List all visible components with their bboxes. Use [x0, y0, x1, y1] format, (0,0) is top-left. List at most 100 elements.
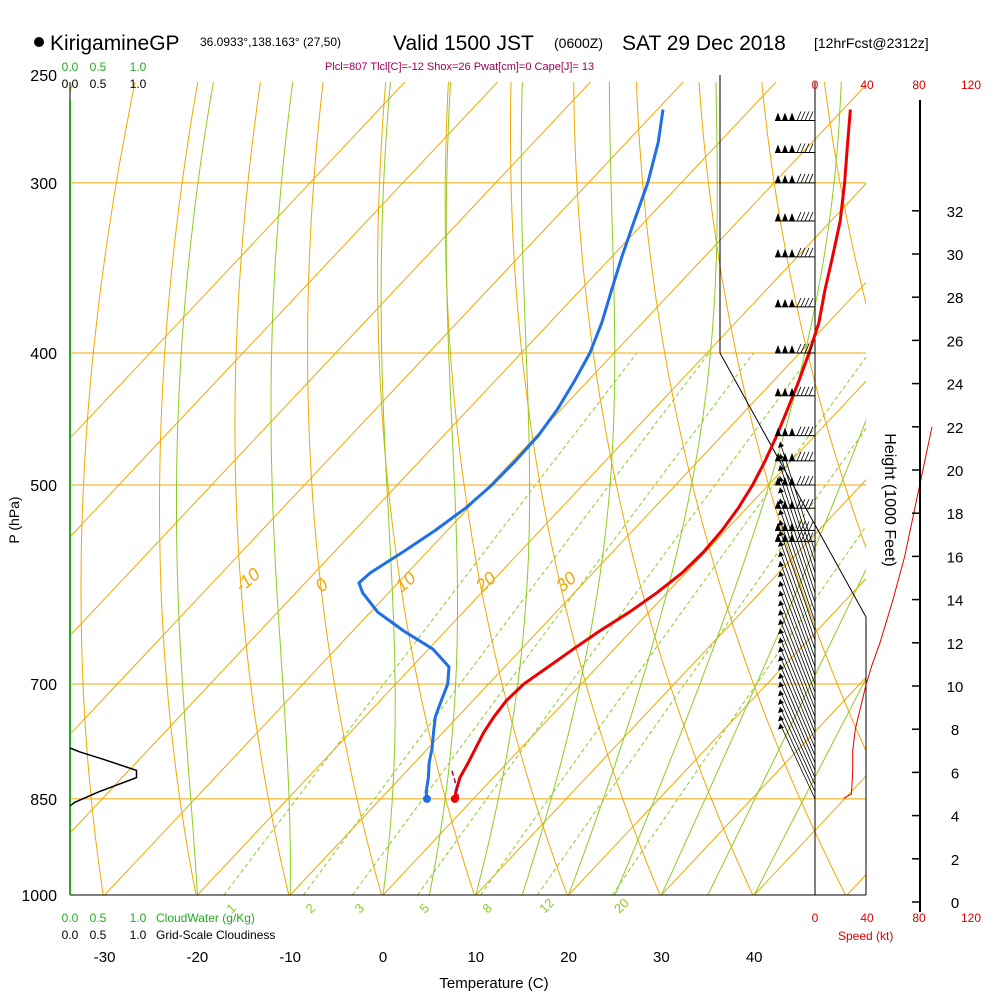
- wind-barb-flag: [775, 452, 781, 461]
- wind-barb-staff: [779, 655, 816, 741]
- mixing-ratio-label: 2: [302, 900, 318, 916]
- cloudiness-label: Grid-Scale Cloudiness: [156, 928, 275, 942]
- cloudiness-tick-label-top: 0.0: [62, 77, 79, 91]
- valid-date: SAT 29 Dec 2018: [622, 32, 786, 55]
- wind-barb-flag: [789, 427, 795, 436]
- wind-barb-feather: [808, 521, 814, 531]
- pressure-tick-label: 400: [30, 346, 57, 363]
- pressure-tick-label: 850: [30, 792, 57, 809]
- wind-barb-feather: [796, 451, 802, 462]
- forecast-info: [12hrFcst@2312z]: [814, 35, 929, 51]
- dry-adiabat-label: 20: [471, 568, 500, 597]
- wind-barb-flag: [782, 345, 788, 354]
- temperature-tick-label: 10: [467, 949, 484, 966]
- wind-barb: [778, 609, 816, 701]
- wind-barb-flag: [782, 452, 788, 461]
- wind-barb-feather: [808, 173, 814, 184]
- moist-adiabat: [753, 677, 866, 895]
- moist-adiabat: [380, 82, 396, 895]
- wind-barb-flag: [778, 487, 784, 494]
- height-tick-label: 22: [947, 420, 964, 437]
- wind-barb-feather: [808, 143, 814, 153]
- wind-barb-staff: [779, 637, 816, 725]
- wind-barb-flag: [782, 533, 788, 542]
- dry-adiabat: [635, 82, 847, 895]
- wind-barb-feather: [796, 386, 802, 396]
- dry-adiabat-label: 0: [311, 574, 332, 596]
- wind-barb-flag: [778, 715, 784, 722]
- series-line-dewpoint: [357, 109, 665, 800]
- wind-barb-flag: [778, 561, 784, 568]
- dry-adiabat-label: 10: [392, 568, 420, 596]
- wind-barb-flag: [782, 298, 788, 307]
- wind-barb: [775, 426, 815, 437]
- wind-barb-feather: [804, 173, 810, 184]
- wind-barb-flag: [778, 540, 784, 547]
- dry-adiabat: [159, 82, 199, 895]
- wind-barb-feather: [804, 426, 810, 436]
- isotherm-line: [70, 82, 777, 834]
- wind-barb-feather: [804, 247, 810, 258]
- wind-barb-flag: [789, 500, 795, 509]
- y-axis-title: P (hPa): [6, 496, 22, 543]
- mixing-ratio-label: 5: [416, 900, 432, 916]
- wind-barb-staff: [779, 715, 816, 793]
- wind-barb-feather: [808, 475, 814, 486]
- moist-adiabat: [660, 419, 866, 895]
- wind-barb-staff: [779, 561, 816, 659]
- wind-barb-flag: [789, 522, 795, 531]
- cloudwater-profile: [69, 747, 138, 807]
- height-tick-label: 8: [951, 722, 959, 739]
- wind-barb-staff: [779, 628, 816, 718]
- wind-barb-feather: [804, 343, 810, 354]
- height-tick-label: 6: [951, 765, 959, 782]
- wind-barb-flag: [778, 581, 784, 588]
- wind-barb-feather: [800, 247, 806, 258]
- cloudiness-tick-label-bottom: 0.0: [62, 928, 79, 942]
- wind-barb-flag: [789, 298, 795, 307]
- dry-adiabat: [80, 82, 136, 895]
- wind-barb-staff: [779, 707, 816, 785]
- wind-barb-feather: [804, 532, 810, 542]
- dry-adiabat: [307, 82, 383, 895]
- wind-barb-feather: [800, 143, 806, 153]
- x-axis-title: Temperature (C): [439, 975, 548, 992]
- wind-barb-staff: [779, 609, 816, 701]
- speed-tick-label-bottom: 0: [812, 911, 819, 925]
- series-line-parcel: [450, 767, 460, 800]
- moist-adiabat: [521, 82, 616, 895]
- mixing-ratio-line: [536, 427, 866, 895]
- wind-barb-staff: [779, 681, 816, 764]
- zulu-time: (0600Z): [554, 35, 603, 51]
- wind-barb-flag: [775, 522, 781, 531]
- wind-barb: [778, 655, 816, 741]
- moist-adiabat: [707, 568, 866, 895]
- speed-tick-label-bottom: 80: [912, 911, 926, 925]
- wind-barb-flag: [789, 452, 795, 461]
- mixing-ratio-label: 12: [536, 895, 557, 916]
- height-tick-label: 20: [947, 463, 964, 480]
- wind-barb-flag: [782, 174, 788, 183]
- height-tick-label: 16: [947, 549, 964, 566]
- moist-adiabat: [568, 82, 718, 895]
- isotherm-line: [197, 182, 866, 895]
- wind-barb-flag: [782, 387, 788, 396]
- wind-barb-feather: [808, 451, 814, 462]
- wind-barb: [775, 386, 815, 397]
- temperature-tick-label: -30: [94, 949, 116, 966]
- height-tick-label: 26: [947, 333, 964, 350]
- wind-barb: [778, 723, 816, 800]
- moist-adiabat: [475, 82, 531, 895]
- speed-axis-label: Speed (kt): [838, 929, 893, 943]
- dry-adiabat: [377, 82, 475, 895]
- wind-barb: [775, 451, 815, 462]
- wind-barb-feather: [800, 297, 806, 308]
- cloudiness-tick-label-top: 1.0: [130, 77, 147, 91]
- wind-barb-flag: [778, 520, 784, 527]
- wind-barb-flag: [778, 509, 784, 516]
- wind-barb-feather: [800, 475, 806, 486]
- grid-labels: 1 2 3 5 8 12 20-10 0 10 20 30: [223, 564, 632, 916]
- wind-barb-flag: [789, 387, 795, 396]
